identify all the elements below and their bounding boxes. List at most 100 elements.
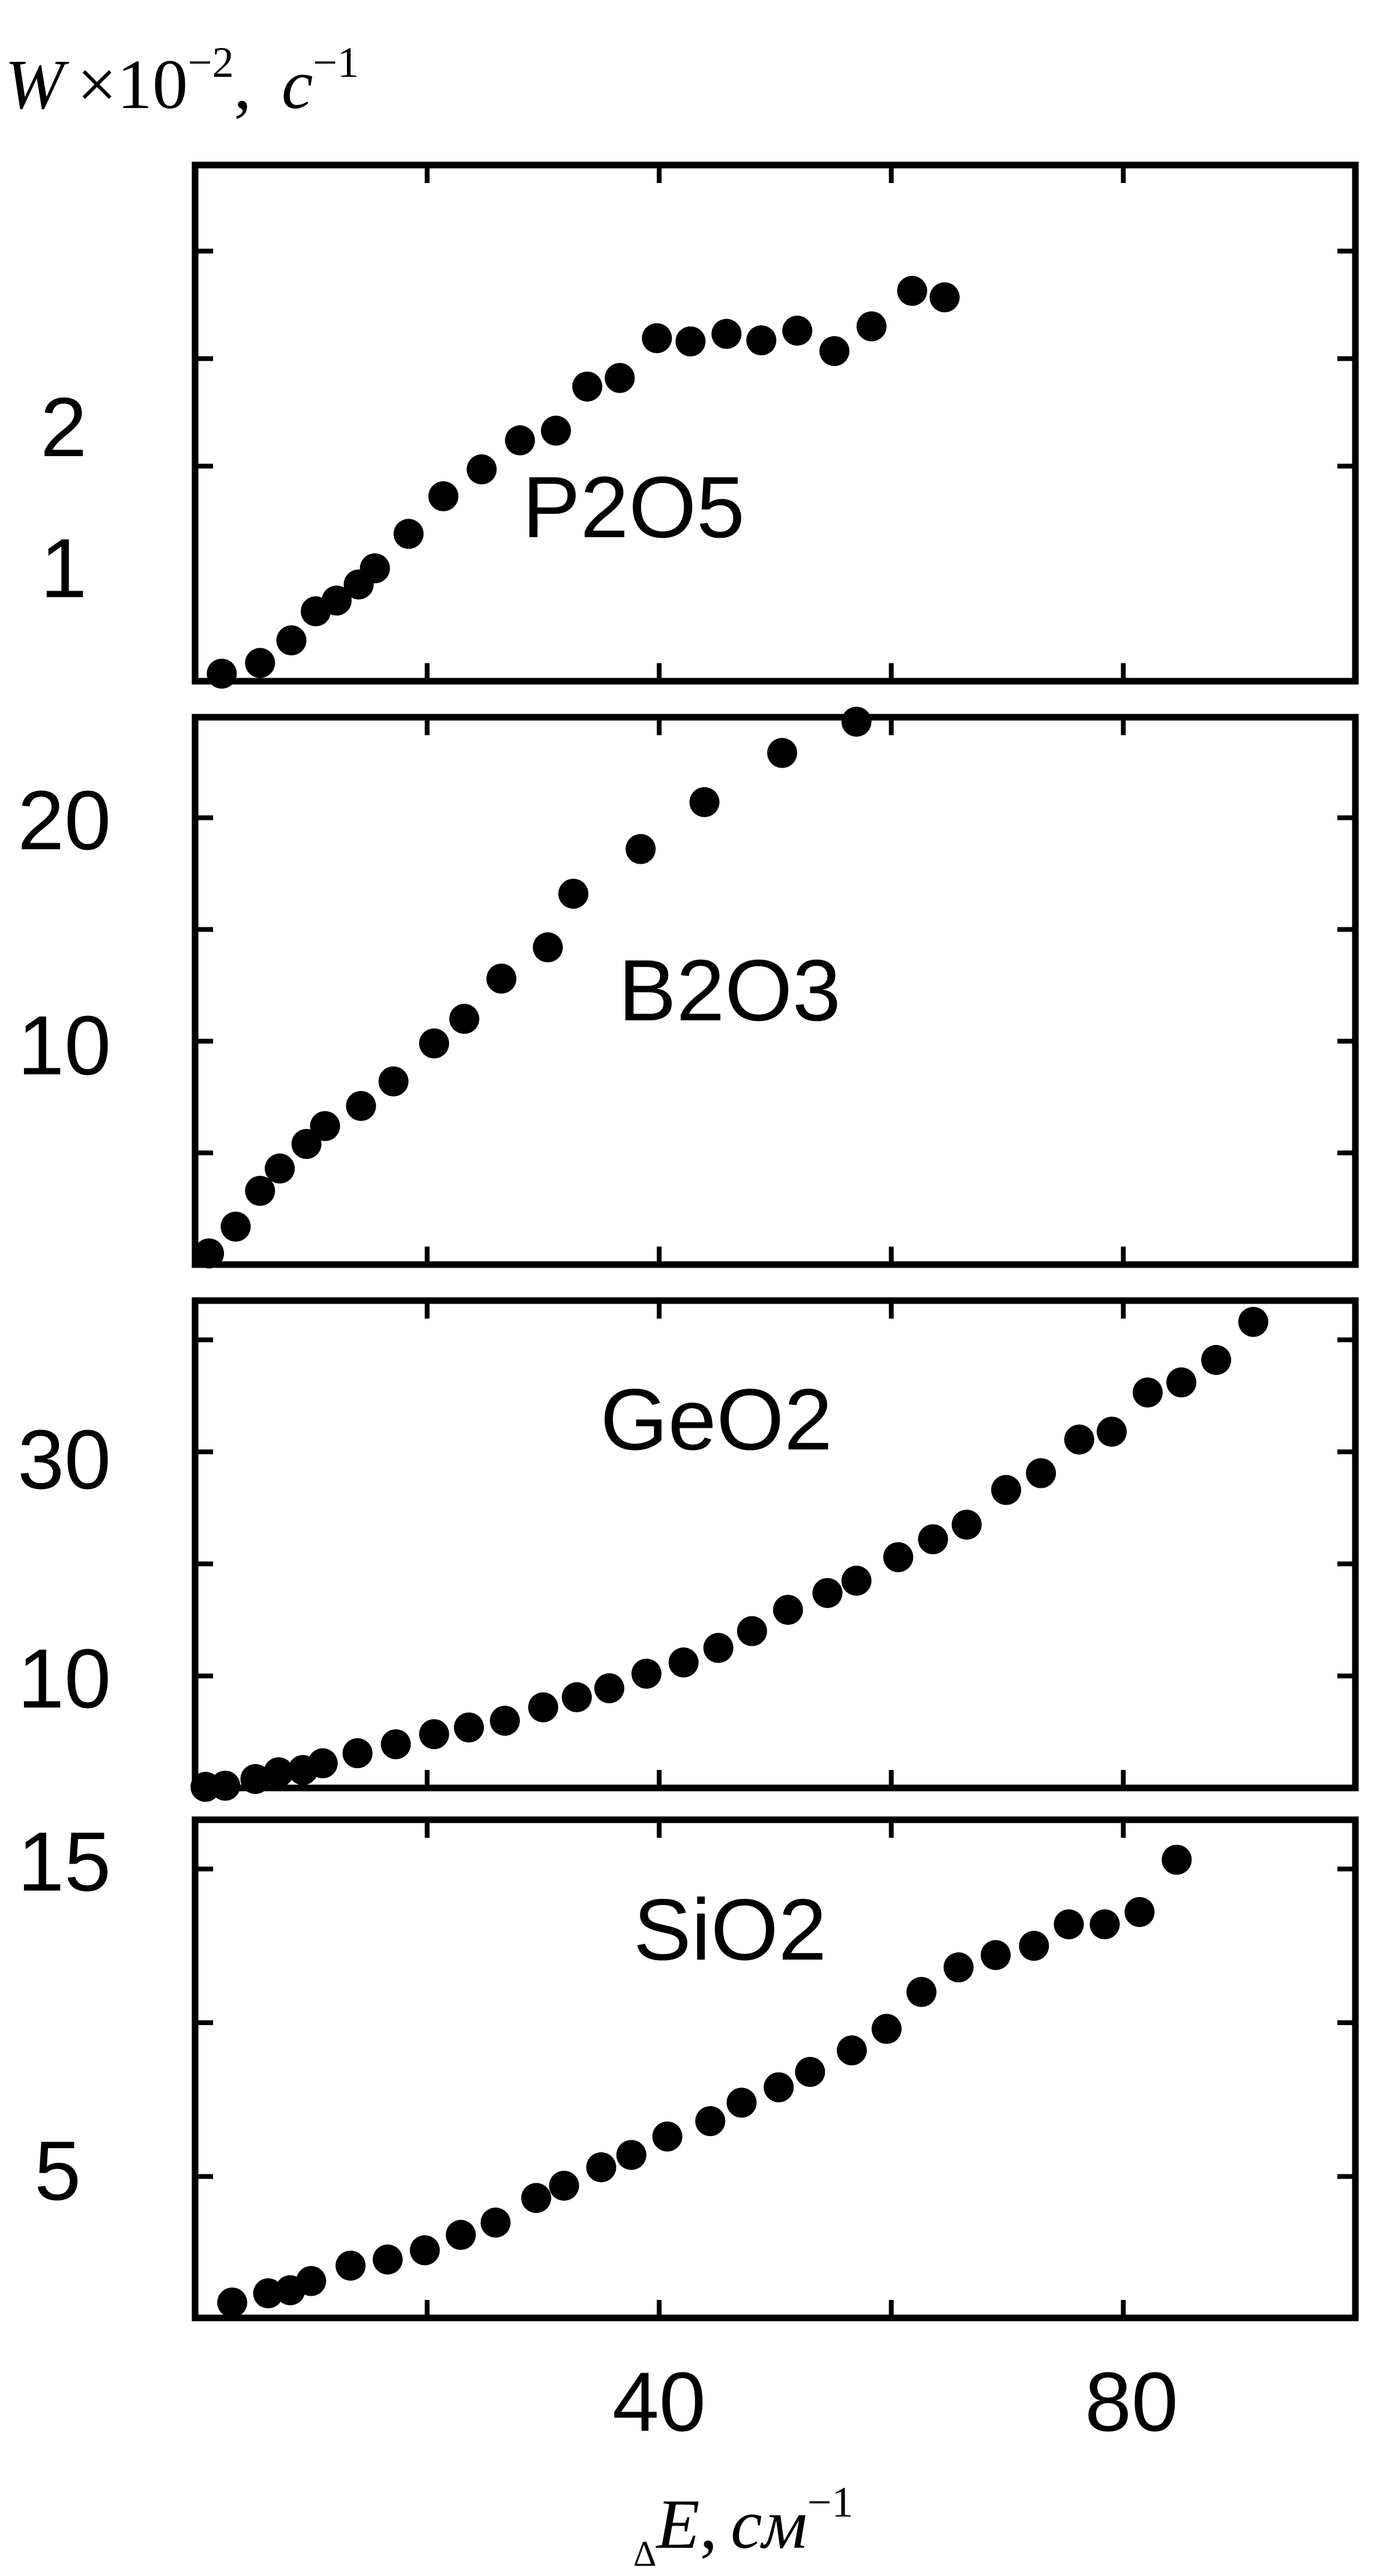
panel-sio2-data-point — [253, 2278, 283, 2309]
panel-b2o3-y-tick-label-20: 20 — [17, 773, 111, 867]
panel-sio2-y-tick-label-5: 5 — [34, 2123, 81, 2218]
x-axis-title-unit-exponent: −1 — [807, 2478, 854, 2526]
panel-sio2-data-point — [943, 1952, 974, 1982]
panel-b2o3-data-point — [378, 1066, 409, 1097]
panel-b2o3-data-point — [291, 1128, 322, 1159]
panel-p2o5-ticks — [195, 165, 1355, 681]
panel-geo2-points — [190, 1307, 1268, 1802]
panel-geo2-data-point — [631, 1658, 661, 1689]
panel-geo2-data-point — [240, 1764, 271, 1795]
y-axis-title-exponent: −2 — [188, 38, 234, 86]
panel-sio2-data-point — [586, 2152, 616, 2182]
y-axis-title-base: W — [5, 45, 70, 124]
panel-sio2-data-point — [521, 2183, 552, 2213]
x-axis-title-delta: Δ — [633, 2534, 657, 2574]
panel-sio2-data-point — [837, 2035, 867, 2066]
x-axis-title: ΔE, см−1 — [633, 2478, 853, 2574]
panel-geo2-data-point — [528, 1692, 558, 1723]
panel-sio2-data-point — [795, 2057, 825, 2087]
y-axis-title-unit-exponent: −1 — [313, 38, 359, 86]
panel-b2o3-ticks — [195, 717, 1355, 1265]
panel-p2o5-data-point — [929, 282, 960, 313]
panel-sio2-data-point — [296, 2266, 327, 2296]
panel-sio2-data-point — [652, 2121, 682, 2152]
panel-sio2-data-point — [1019, 1931, 1049, 1961]
panel-p2o5-y-tick-label-2: 2 — [40, 380, 87, 474]
x-tick-label-40: 40 — [612, 2355, 706, 2449]
panel-sio2-data-point — [409, 2235, 440, 2266]
panel-geo2-data-point — [210, 1771, 241, 1801]
panel-sio2-data-point — [217, 2287, 247, 2318]
panel-geo2-data-point — [594, 1673, 625, 1703]
panel-geo2-data-point — [841, 1565, 872, 1596]
panel-geo2-data-point — [381, 1729, 411, 1760]
y-axis-title: W ×10−2, c−1 — [5, 38, 359, 124]
panel-geo2-data-point — [1166, 1367, 1197, 1398]
panel-geo2-data-point — [264, 1757, 294, 1787]
panel-geo2-data-point — [1064, 1424, 1094, 1455]
panel-p2o5-data-point — [711, 319, 742, 349]
panel-p2o5-frame — [191, 161, 1359, 685]
panel-sio2-data-point — [549, 2170, 579, 2201]
panel-b2o3-data-point — [220, 1211, 251, 1242]
panel-p2o5: 2 1 P2O5 — [40, 161, 1359, 689]
x-axis-title-separator: , — [700, 2485, 718, 2563]
panel-sio2-frame — [191, 1816, 1359, 2322]
panel-sio2-data-point — [872, 2014, 902, 2044]
panel-b2o3-points — [194, 706, 872, 1269]
panel-b2o3-frame — [191, 714, 1359, 1268]
panel-sio2-data-point — [764, 2072, 794, 2102]
panel-sio2-data-point — [980, 1940, 1011, 1970]
x-axis-title-base: E — [655, 2485, 700, 2563]
panel-geo2: 30 10 GeO2 — [17, 1297, 1359, 1802]
panel-sio2-points — [217, 1844, 1192, 2318]
panel-p2o5-data-point — [897, 275, 927, 306]
panel-sio2-data-point — [445, 2219, 476, 2250]
panel-geo2-label: GeO2 — [600, 1371, 833, 1468]
panel-geo2-y-tick-label-10: 10 — [17, 1631, 111, 1726]
panel-geo2-data-point — [561, 1682, 592, 1712]
panel-p2o5-data-point — [856, 311, 887, 342]
panel-p2o5-data-point — [604, 363, 635, 393]
panel-geo2-ticks — [195, 1301, 1355, 1788]
panel-b2o3-data-point — [841, 706, 872, 737]
x-tick-label-80: 80 — [1085, 2355, 1178, 2449]
panel-sio2: 15 5 SiO2 — [17, 1814, 1359, 2322]
panel-sio2-data-point — [1162, 1844, 1192, 1875]
panel-p2o5-y-tick-label-1: 1 — [40, 521, 87, 615]
panel-geo2-data-point — [1201, 1344, 1232, 1375]
panel-b2o3-data-point — [689, 787, 720, 817]
panel-geo2-data-point — [883, 1542, 914, 1572]
panel-b2o3-data-point — [767, 738, 798, 768]
panel-geo2-data-point — [1238, 1307, 1268, 1337]
panel-p2o5-points — [206, 275, 960, 689]
panel-p2o5-data-point — [360, 553, 390, 583]
panel-geo2-data-point — [419, 1719, 450, 1750]
panel-geo2-data-point — [812, 1578, 843, 1608]
panel-b2o3-data-point — [449, 1004, 480, 1034]
panel-geo2-data-point — [1132, 1377, 1163, 1408]
panel-sio2-label: SiO2 — [633, 1881, 827, 1978]
panel-b2o3-data-point — [419, 1028, 450, 1059]
panel-b2o3-data-point — [245, 1176, 276, 1206]
panel-sio2-data-point — [906, 1976, 937, 2007]
panel-geo2-data-point — [1097, 1416, 1127, 1447]
panel-b2o3-data-point — [310, 1111, 340, 1142]
panel-geo2-data-point — [991, 1475, 1022, 1505]
panel-sio2-ticks — [195, 1820, 1355, 2318]
panel-geo2-data-point — [773, 1595, 803, 1625]
panel-geo2-frame — [191, 1297, 1359, 1792]
panel-sio2-data-point — [726, 2087, 757, 2118]
panel-b2o3-data-point — [346, 1091, 376, 1121]
panel-b2o3-data-point — [486, 963, 517, 994]
y-axis-title-times: ×10 — [77, 45, 188, 124]
panel-p2o5-data-point — [276, 625, 307, 655]
panel-b2o3-y-tick-label-10: 10 — [17, 998, 111, 1092]
panel-b2o3-data-point — [194, 1238, 224, 1269]
panel-geo2-data-point — [737, 1616, 767, 1646]
panel-sio2-data-point — [1124, 1897, 1155, 1927]
panel-p2o5-data-point — [245, 648, 276, 678]
panel-geo2-data-point — [490, 1706, 520, 1736]
panel-geo2-data-point — [703, 1633, 734, 1663]
